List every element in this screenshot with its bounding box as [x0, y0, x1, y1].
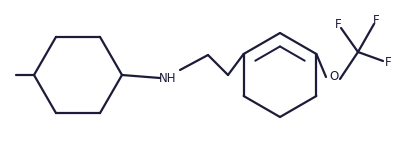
Text: F: F	[385, 56, 391, 69]
Text: F: F	[335, 18, 341, 32]
Text: NH: NH	[159, 72, 177, 84]
Text: F: F	[372, 14, 379, 27]
Text: O: O	[329, 70, 339, 84]
